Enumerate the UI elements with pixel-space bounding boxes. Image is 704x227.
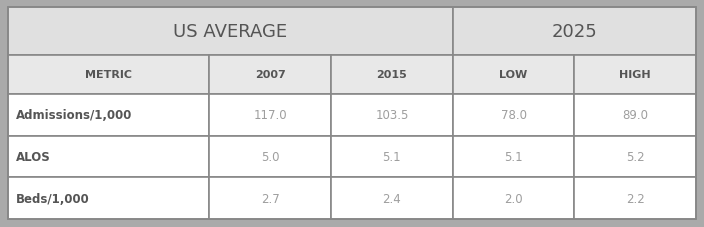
Bar	[331, 178, 453, 219]
Bar	[574, 178, 696, 219]
Bar	[574, 55, 696, 94]
Text: US AVERAGE: US AVERAGE	[173, 23, 287, 41]
Bar	[210, 55, 331, 94]
Text: METRIC: METRIC	[85, 70, 132, 80]
Text: 78.0: 78.0	[501, 109, 527, 122]
Bar	[453, 94, 574, 136]
Text: ALOS: ALOS	[16, 150, 51, 163]
Bar	[8, 55, 210, 94]
Bar	[210, 178, 331, 219]
Text: 2.2: 2.2	[626, 192, 645, 205]
Bar	[453, 55, 574, 94]
Bar	[331, 55, 453, 94]
Bar	[453, 136, 574, 178]
Text: Beds/1,000: Beds/1,000	[16, 192, 89, 205]
Text: 103.5: 103.5	[375, 109, 408, 122]
Text: HIGH: HIGH	[620, 70, 651, 80]
Text: 2025: 2025	[551, 23, 597, 41]
Text: 5.2: 5.2	[626, 150, 644, 163]
Bar	[8, 94, 210, 136]
Bar	[8, 8, 453, 55]
Bar	[574, 136, 696, 178]
Text: 2015: 2015	[377, 70, 408, 80]
Text: Admissions/1,000: Admissions/1,000	[16, 109, 132, 122]
Bar	[453, 8, 696, 55]
Bar	[574, 94, 696, 136]
Bar	[331, 94, 453, 136]
Text: 2.7: 2.7	[261, 192, 279, 205]
Text: 2.4: 2.4	[382, 192, 401, 205]
Text: 117.0: 117.0	[253, 109, 287, 122]
Text: 89.0: 89.0	[622, 109, 648, 122]
Bar	[8, 136, 210, 178]
Bar	[8, 178, 210, 219]
Text: 5.0: 5.0	[261, 150, 279, 163]
Text: LOW: LOW	[499, 70, 528, 80]
Text: 2.0: 2.0	[504, 192, 523, 205]
Text: 5.1: 5.1	[504, 150, 523, 163]
Bar	[331, 136, 453, 178]
Text: 2007: 2007	[255, 70, 286, 80]
Bar	[453, 178, 574, 219]
Bar	[210, 136, 331, 178]
Bar	[210, 94, 331, 136]
Text: 5.1: 5.1	[382, 150, 401, 163]
